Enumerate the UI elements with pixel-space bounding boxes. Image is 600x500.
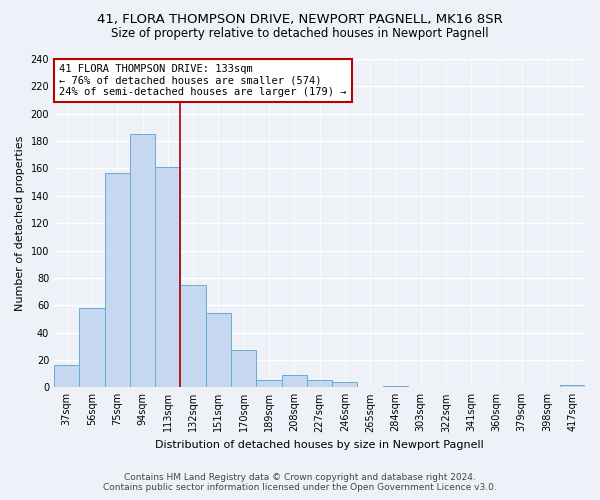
- Bar: [130, 134, 155, 388]
- Bar: [332, 382, 358, 388]
- Text: 41, FLORA THOMPSON DRIVE, NEWPORT PAGNELL, MK16 8SR: 41, FLORA THOMPSON DRIVE, NEWPORT PAGNEL…: [97, 12, 503, 26]
- Text: Contains HM Land Registry data © Crown copyright and database right 2024.
Contai: Contains HM Land Registry data © Crown c…: [103, 473, 497, 492]
- Bar: [104, 172, 130, 388]
- Y-axis label: Number of detached properties: Number of detached properties: [15, 136, 25, 311]
- Bar: [231, 350, 256, 388]
- Bar: [281, 375, 307, 388]
- Bar: [383, 386, 408, 388]
- X-axis label: Distribution of detached houses by size in Newport Pagnell: Distribution of detached houses by size …: [155, 440, 484, 450]
- Bar: [181, 284, 206, 388]
- Bar: [206, 314, 231, 388]
- Text: Size of property relative to detached houses in Newport Pagnell: Size of property relative to detached ho…: [111, 28, 489, 40]
- Bar: [54, 366, 79, 388]
- Bar: [256, 380, 281, 388]
- Text: 41 FLORA THOMPSON DRIVE: 133sqm
← 76% of detached houses are smaller (574)
24% o: 41 FLORA THOMPSON DRIVE: 133sqm ← 76% of…: [59, 64, 347, 97]
- Bar: [79, 308, 104, 388]
- Bar: [307, 380, 332, 388]
- Bar: [155, 167, 181, 388]
- Bar: [560, 384, 585, 388]
